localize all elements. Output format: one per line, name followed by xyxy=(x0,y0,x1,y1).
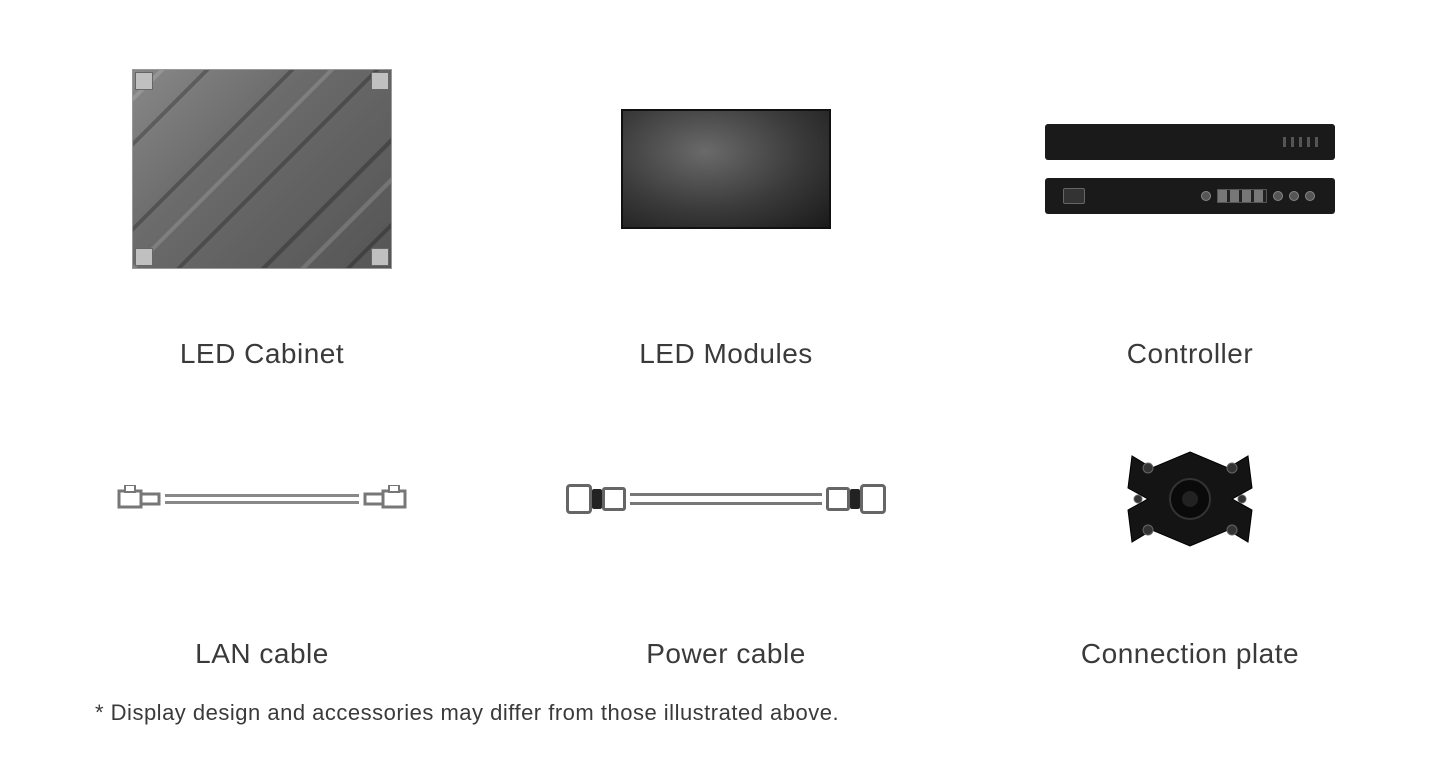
item-led-modules: LED Modules xyxy=(524,30,928,370)
item-label: Connection plate xyxy=(1081,638,1299,670)
connection-plate-icon xyxy=(1120,444,1260,554)
controller-icon xyxy=(1045,124,1335,214)
lan-cable-image xyxy=(60,390,464,608)
accessories-grid: LED Cabinet LED Modules xyxy=(0,0,1452,670)
led-cabinet-image xyxy=(60,30,464,308)
connection-plate-image xyxy=(988,390,1392,608)
item-label: Controller xyxy=(1127,338,1253,370)
power-cable-icon xyxy=(566,479,886,519)
item-label: Power cable xyxy=(646,638,806,670)
led-cabinet-icon xyxy=(132,69,392,269)
item-lan-cable: LAN cable xyxy=(60,390,464,670)
led-module-icon xyxy=(621,109,831,229)
item-power-cable: Power cable xyxy=(524,390,928,670)
controller-image xyxy=(988,30,1392,308)
item-led-cabinet: LED Cabinet xyxy=(60,30,464,370)
item-label: LED Modules xyxy=(639,338,813,370)
lan-cable-icon xyxy=(117,479,407,519)
power-cable-image xyxy=(524,390,928,608)
led-module-image xyxy=(524,30,928,308)
footnote-text: * Display design and accessories may dif… xyxy=(95,700,839,726)
item-connection-plate: Connection plate xyxy=(988,390,1392,670)
item-label: LAN cable xyxy=(195,638,329,670)
item-controller: Controller xyxy=(988,30,1392,370)
item-label: LED Cabinet xyxy=(180,338,344,370)
